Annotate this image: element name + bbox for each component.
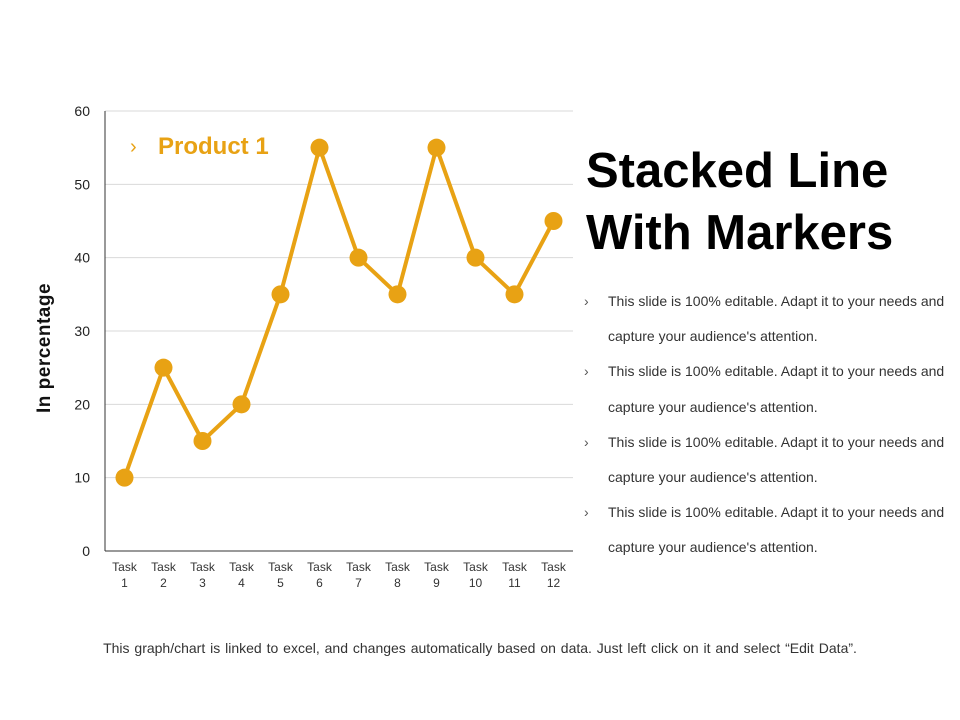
- x-tick-label: Task 12: [541, 560, 567, 590]
- bullet-item: › This slide is 100% editable. Adapt it t…: [584, 284, 950, 354]
- y-tick-label: 20: [74, 396, 90, 412]
- data-point-marker: [466, 248, 485, 267]
- y-tick-label: 50: [74, 176, 90, 192]
- slide-title: Stacked Line With Markers: [586, 144, 894, 260]
- x-tick-label: Task 6: [307, 560, 333, 590]
- x-tick-label: Task 2: [151, 560, 177, 590]
- bullet-item: › This slide is 100% editable. Adapt it t…: [584, 354, 950, 424]
- data-point-marker: [232, 395, 251, 414]
- series-line: [122, 145, 556, 479]
- chevron-right-icon: ›: [584, 293, 589, 309]
- x-tick-label: Task 10: [463, 560, 489, 590]
- data-point-marker: [349, 248, 368, 267]
- x-tick-label: Task 11: [502, 560, 528, 590]
- x-tick-label: Task 8: [385, 560, 411, 590]
- y-tick-label: 10: [74, 470, 90, 486]
- bullet-text: This slide is 100% editable. Adapt it to…: [608, 504, 945, 556]
- legend-label-product-1: Product 1: [158, 133, 269, 160]
- bullet-list: › This slide is 100% editable. Adapt it t…: [584, 284, 950, 566]
- y-tick-label: 40: [74, 250, 90, 266]
- legend: › Product 1: [130, 133, 269, 160]
- data-point-marker: [193, 432, 212, 450]
- data-point-marker: [388, 285, 407, 304]
- bullet-item: › This slide is 100% editable. Adapt it t…: [584, 495, 950, 565]
- x-tick-label: Task 3: [190, 560, 216, 590]
- data-point-marker: [271, 285, 290, 304]
- data-point-marker: [310, 138, 329, 157]
- y-axis-ticks: 0 10 20 30 40 50 60: [74, 103, 90, 559]
- y-tick-label: 0: [82, 543, 90, 559]
- x-tick-label: Task 9: [424, 560, 450, 590]
- x-tick-label: Task 4: [229, 560, 255, 590]
- data-point-marker: [427, 138, 446, 157]
- footer-note: This graph/chart is linked to excel, and…: [103, 640, 857, 656]
- axes: [104, 111, 573, 552]
- legend-chevron-icon: ›: [130, 136, 137, 158]
- data-point-marker: [544, 212, 563, 230]
- bullet-text: This slide is 100% editable. Adapt it to…: [608, 433, 945, 486]
- bullet-text: This slide is 100% editable. Adapt it to…: [608, 363, 945, 415]
- bullet-item: › This slide is 100% editable. Adapt it t…: [584, 425, 950, 495]
- series-product-1: [115, 138, 563, 487]
- y-tick-label: 30: [74, 323, 90, 339]
- x-axis-ticks: Task 1 Task 2 Task 3 Task 4 Task 5 Task 6 Task 7 Task 8…: [112, 560, 567, 590]
- x-tick-label: Task 7: [346, 560, 372, 590]
- x-tick-label: Task 5: [268, 560, 294, 590]
- chevron-right-icon: ›: [584, 504, 589, 521]
- gridlines: [105, 110, 573, 479]
- bullet-text: This slide is 100% editable. Adapt it to…: [608, 293, 945, 345]
- x-tick-label: Task 1: [112, 560, 138, 590]
- data-point-marker: [505, 285, 524, 304]
- y-axis-label: In percentage: [34, 283, 55, 413]
- data-point-marker: [115, 468, 134, 487]
- y-tick-label: 60: [74, 103, 90, 119]
- chevron-right-icon: ›: [584, 363, 589, 380]
- chevron-right-icon: ›: [584, 433, 589, 450]
- data-point-marker: [154, 358, 173, 377]
